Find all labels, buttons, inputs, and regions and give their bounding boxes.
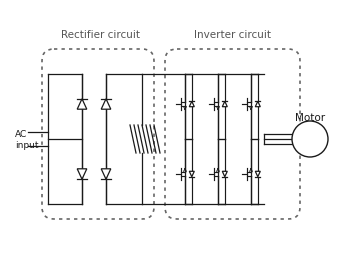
Polygon shape (255, 172, 260, 177)
Text: Inverter circuit: Inverter circuit (194, 30, 272, 40)
Text: Rectifier circuit: Rectifier circuit (61, 30, 139, 40)
Polygon shape (189, 172, 194, 177)
Text: Motor: Motor (295, 113, 325, 122)
Polygon shape (255, 102, 260, 107)
Polygon shape (101, 169, 111, 180)
Polygon shape (77, 99, 87, 110)
Polygon shape (189, 102, 194, 107)
Polygon shape (101, 99, 111, 110)
Polygon shape (222, 172, 227, 177)
Text: AC
input: AC input (15, 130, 38, 149)
Circle shape (292, 121, 328, 157)
Polygon shape (77, 169, 87, 180)
Polygon shape (222, 102, 227, 107)
